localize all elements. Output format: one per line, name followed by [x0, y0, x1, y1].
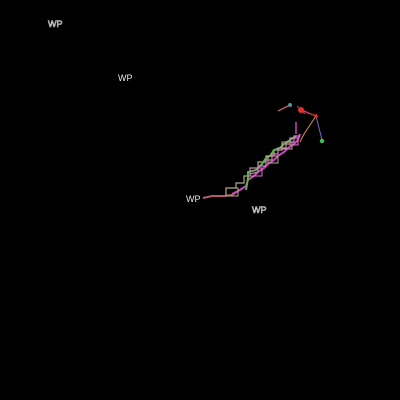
marker-green	[319, 138, 325, 144]
marker-red-small	[314, 114, 318, 118]
waypoint-label-middle: WP	[186, 194, 201, 204]
track-box	[225, 187, 239, 197]
waypoint-label-top-left: WP	[48, 19, 63, 29]
track-box	[267, 155, 279, 164]
teal-stub	[277, 104, 291, 112]
head-line-orange	[299, 115, 317, 143]
waypoint-label-upper: WP	[118, 73, 133, 83]
track-box	[249, 167, 263, 177]
head-line-red	[301, 109, 317, 117]
waypoint-label-lower-right: WP	[252, 205, 267, 215]
track-pink	[249, 135, 300, 175]
marker-red-cross	[296, 105, 306, 115]
track-box	[289, 137, 299, 146]
